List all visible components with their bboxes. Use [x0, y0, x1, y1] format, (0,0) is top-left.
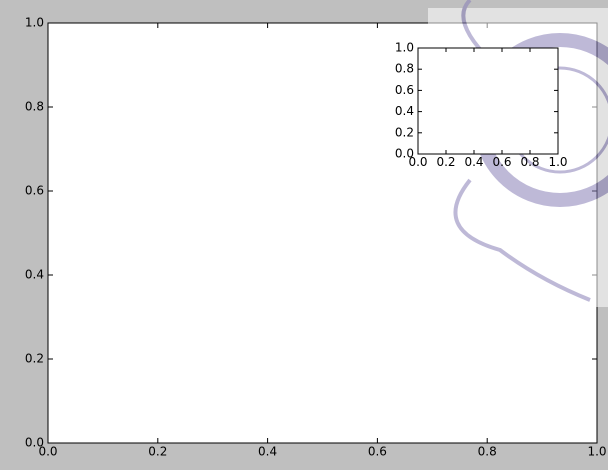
x-tick-label: 0.8: [520, 155, 539, 169]
x-tick-label: 0.4: [258, 445, 277, 459]
x-tick-label: 0.8: [478, 445, 497, 459]
y-tick-label: 0.4: [25, 268, 44, 282]
y-tick-label: 0.2: [395, 125, 414, 139]
y-tick-label: 0.2: [25, 352, 44, 366]
y-tick-label: 0.6: [25, 184, 44, 198]
x-tick-label: 0.6: [368, 445, 387, 459]
y-tick-label: 1.0: [25, 16, 44, 30]
watermark-scroll: [453, 178, 591, 302]
x-tick-label: 0.6: [492, 155, 511, 169]
x-tick-label: 0.0: [38, 445, 57, 459]
y-tick-label: 0.8: [395, 62, 414, 76]
y-tick-label: 0.4: [395, 104, 414, 118]
y-tick-label: 0.6: [395, 83, 414, 97]
axes-background: [417, 47, 559, 155]
y-tick-label: 0.0: [25, 436, 44, 450]
y-tick-label: 0.0: [395, 147, 414, 161]
y-tick-label: 0.8: [25, 100, 44, 114]
y-tick-label: 1.0: [395, 41, 414, 55]
x-tick-label: 1.0: [587, 445, 606, 459]
x-tick-label: 1.0: [548, 155, 567, 169]
x-tick-label: 0.0: [408, 155, 427, 169]
x-tick-label: 0.2: [148, 445, 167, 459]
inset-axes: 0.0 0.2 0.4 0.6 0.8 1.0 0.0 0.2 0.4 0.6 0.8 1.0: [395, 41, 568, 169]
x-tick-label: 0.4: [464, 155, 483, 169]
x-tick-label: 0.2: [436, 155, 455, 169]
